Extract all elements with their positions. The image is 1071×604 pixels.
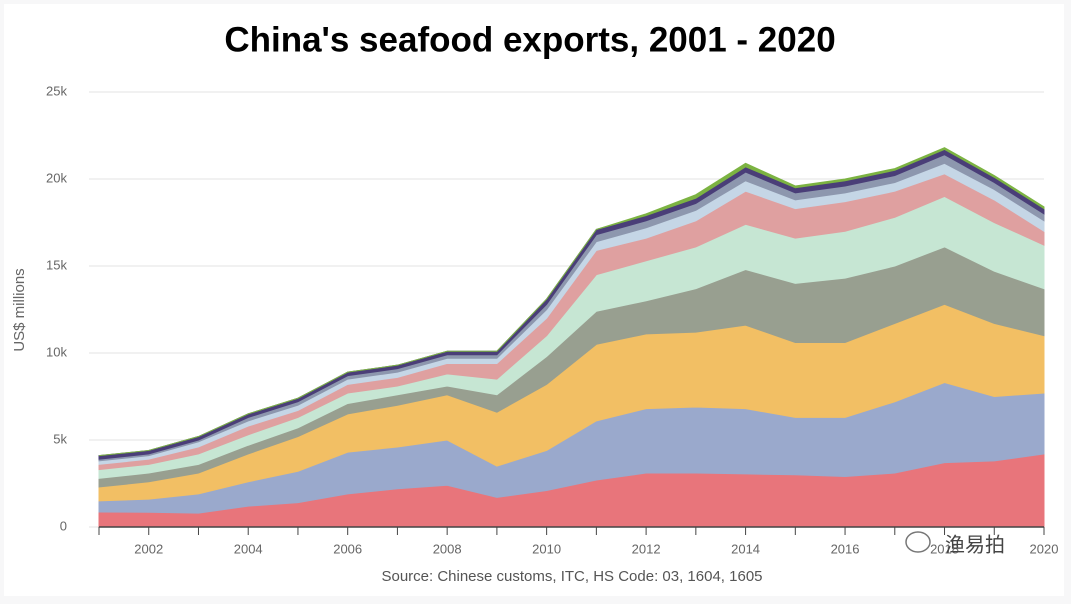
watermark: 渔易拍 [905,531,1005,556]
y-tick-label: 25k [46,83,67,98]
x-tick-label: 2010 [532,541,561,556]
x-tick-label: 2002 [134,541,163,556]
x-tick-label: 2018 [930,541,959,556]
area-layer [98,147,1045,457]
watermark-icon [905,531,931,553]
y-tick-label: 0 [60,518,67,533]
y-axis-label: US$ millions [11,268,28,351]
x-tick-label: 2012 [632,541,661,556]
y-tick-label: 15k [46,257,67,272]
x-tick-label: 2016 [831,541,860,556]
x-tick-label: 2014 [731,541,760,556]
chart-title: China's seafood exports, 2001 - 2020 [224,20,835,59]
y-tick-label: 5k [53,431,67,446]
x-tick-label: 2004 [234,541,263,556]
source-note: Source: Chinese customs, ITC, HS Code: 0… [381,568,762,585]
y-tick-label: 20k [46,170,67,185]
x-tick-label: 2008 [433,541,462,556]
x-tick-label: 2006 [333,541,362,556]
x-tick-label: 2020 [1030,541,1059,556]
y-tick-label: 10k [46,344,67,359]
watermark-text: 渔易拍 [945,533,1005,556]
